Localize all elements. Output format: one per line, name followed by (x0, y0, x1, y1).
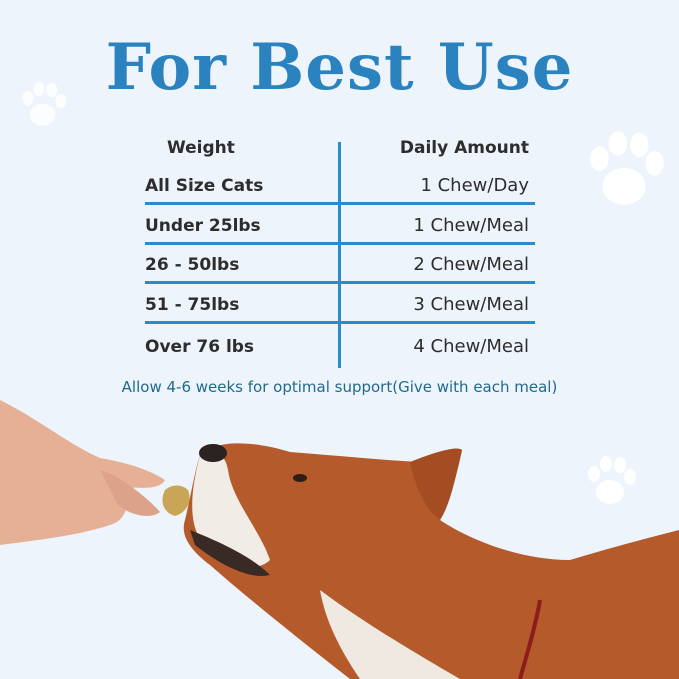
dog-ear (410, 448, 462, 520)
amount-cell: 1 Chew/Day (420, 175, 529, 196)
dog (183, 443, 679, 679)
dog-mouth (190, 530, 270, 576)
table-divider (338, 142, 341, 368)
dog-collar (518, 599, 542, 679)
table-row: Over 76 lbs 4 Chew/Meal (145, 324, 535, 364)
dog-nose (199, 444, 227, 462)
hand-fingers (100, 470, 160, 516)
table-row: Under 25lbs 1 Chew/Meal (145, 205, 535, 245)
weight-cell: 26 - 50lbs (145, 255, 240, 275)
paw-print-icon (22, 81, 67, 126)
page-title: For Best Use (105, 30, 574, 105)
table-row: All Size Cats 1 Chew/Day (145, 164, 535, 205)
treat (162, 485, 190, 516)
dog-eating-treat-photo (0, 400, 679, 679)
paw-print-icon (588, 456, 636, 504)
dosage-table: Weight Daily Amount All Size Cats 1 Chew… (145, 136, 535, 363)
amount-cell: 1 Chew/Meal (413, 214, 529, 236)
dog-muzzle (192, 451, 270, 568)
table-row: 51 - 75lbs 3 Chew/Meal (145, 284, 535, 324)
paw-print-icon (590, 131, 664, 205)
hand (0, 400, 165, 545)
header-daily-amount: Daily Amount (399, 138, 529, 158)
amount-cell: 2 Chew/Meal (413, 254, 529, 275)
amount-cell: 3 Chew/Meal (413, 293, 529, 315)
table-header: Weight Daily Amount (145, 136, 535, 164)
table-row: 26 - 50lbs 2 Chew/Meal (145, 245, 535, 284)
weight-cell: Over 76 lbs (145, 337, 255, 357)
amount-cell: 4 Chew/Meal (413, 336, 529, 357)
weight-cell: Under 25lbs (145, 215, 261, 236)
weight-cell: 51 - 75lbs (145, 294, 240, 315)
dog-eye (293, 474, 307, 482)
dog-chest (320, 590, 460, 679)
header-weight: Weight (167, 138, 235, 158)
weight-cell: All Size Cats (145, 176, 264, 196)
usage-note: Allow 4-6 weeks for optimal support(Give… (121, 378, 558, 396)
